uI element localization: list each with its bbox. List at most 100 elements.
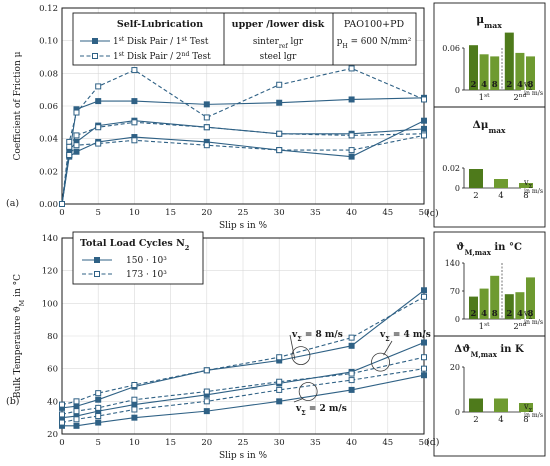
y-tick-label: 40 [47, 397, 58, 407]
y-axis-label: Coefficient of Friction μ [13, 51, 23, 160]
group-label-1: 1st [479, 321, 490, 333]
annotation-8ms: vΣ = 8 m/s [291, 330, 343, 343]
bar [494, 398, 508, 412]
legend-title: Self-Lubrication [117, 19, 203, 30]
data-point [131, 406, 138, 413]
data-point [59, 201, 65, 207]
legend-marker [94, 271, 100, 277]
data-point [73, 109, 80, 116]
bar [469, 398, 483, 412]
data-point [73, 403, 80, 410]
x-tick-label: 30 [274, 438, 285, 448]
bar-y-tick-label: 0.06 [442, 44, 460, 53]
panel-label: (b) [6, 396, 20, 407]
data-point [203, 124, 210, 131]
velocity-symbol: vΣ [523, 402, 533, 414]
bar-category-label: 2 [506, 309, 512, 319]
legend-marker [92, 38, 98, 44]
annotation-2ms-circle [298, 382, 318, 401]
velocity-unit: in m/s [524, 188, 543, 195]
data-point [131, 67, 138, 74]
bar-category-label: 4 [481, 309, 487, 319]
data-point [95, 419, 102, 426]
x-tick-label: 40 [346, 438, 357, 448]
x-tick-label: 50 [419, 438, 430, 448]
legend-material-2: steel lgr [260, 52, 298, 62]
data-point [348, 334, 355, 341]
y-tick-label: 140 [42, 234, 58, 244]
data-point [276, 99, 283, 106]
data-point [73, 408, 80, 415]
x-tick-label: 50 [419, 208, 430, 218]
annotation-4ms: vΣ = 4 m/s [379, 330, 431, 343]
data-point [203, 114, 210, 121]
data-point [421, 125, 427, 132]
bar-category-label: 2 [506, 80, 512, 90]
y-tick-label: 0.08 [39, 69, 58, 79]
y-tick-label: 0.04 [39, 135, 58, 145]
velocity-symbol: vΣ [523, 178, 533, 190]
y-tick-label: 0.02 [39, 167, 58, 177]
data-point [276, 386, 283, 393]
data-point [203, 367, 210, 374]
bar-y-tick-label: 20 [450, 363, 460, 372]
bar [490, 56, 500, 90]
annotation-4ms-circle [371, 352, 390, 372]
bar-category-label: 8 [523, 415, 528, 425]
bar [519, 403, 533, 412]
x-tick-label: 35 [310, 208, 321, 218]
velocity-unit: in m/s [524, 90, 543, 97]
bar-category-label: 2 [471, 80, 477, 90]
data-point [348, 96, 355, 103]
data-point [131, 98, 138, 105]
data-point [203, 101, 210, 108]
bar-y-tick-label: 0 [455, 315, 460, 324]
data-point [348, 386, 355, 393]
data-point [348, 132, 355, 139]
panel-label: (d) [426, 437, 440, 448]
velocity-symbol: vΣ [523, 80, 533, 92]
annotation-8ms-leader [289, 334, 296, 360]
legend-header-disk: upper /lower disk [232, 19, 325, 30]
data-point [276, 130, 283, 137]
data-point [276, 378, 283, 385]
series-line-5 [61, 356, 425, 415]
data-point [95, 413, 102, 420]
data-point [203, 388, 210, 395]
bar-category-label: 8 [492, 309, 498, 319]
annotation-4ms-leader [383, 340, 393, 356]
data-point [131, 401, 138, 408]
series-line-3 [62, 374, 425, 427]
legend: Total Load Cycles N2 150 · 10³ 173 · 10³ [72, 231, 204, 285]
data-point [95, 98, 102, 105]
data-point [59, 411, 65, 418]
data-point [131, 396, 138, 403]
velocity-symbol: vΣ [523, 309, 533, 321]
legend-label-1: 1st Disk Pair / 1st Test [113, 36, 209, 48]
data-point [276, 398, 283, 405]
data-point [73, 142, 80, 149]
annotation-8ms-circle [291, 346, 311, 366]
chart-title: ϑM,max in °C [456, 242, 522, 257]
bar [515, 292, 525, 319]
group-label-2: 2nd [513, 92, 526, 104]
bar [526, 277, 535, 319]
data-point [203, 142, 210, 149]
x-tick-label: 0 [59, 208, 64, 218]
x-tick-label: 35 [310, 438, 321, 448]
bar-y-tick-label: 0 [455, 184, 460, 193]
legend-material-1: sinterref lgr [253, 37, 304, 50]
data-point [421, 354, 427, 361]
bar-category-label: 4 [498, 415, 503, 425]
plot-frame [61, 7, 425, 205]
group-label-2: 2nd [513, 321, 526, 333]
data-point [95, 404, 102, 411]
legend-header-oil: PAO100+PD [344, 19, 405, 30]
data-point [203, 408, 210, 415]
group-label-1: 1st [479, 92, 490, 104]
data-point [73, 422, 80, 429]
data-point [95, 124, 102, 131]
